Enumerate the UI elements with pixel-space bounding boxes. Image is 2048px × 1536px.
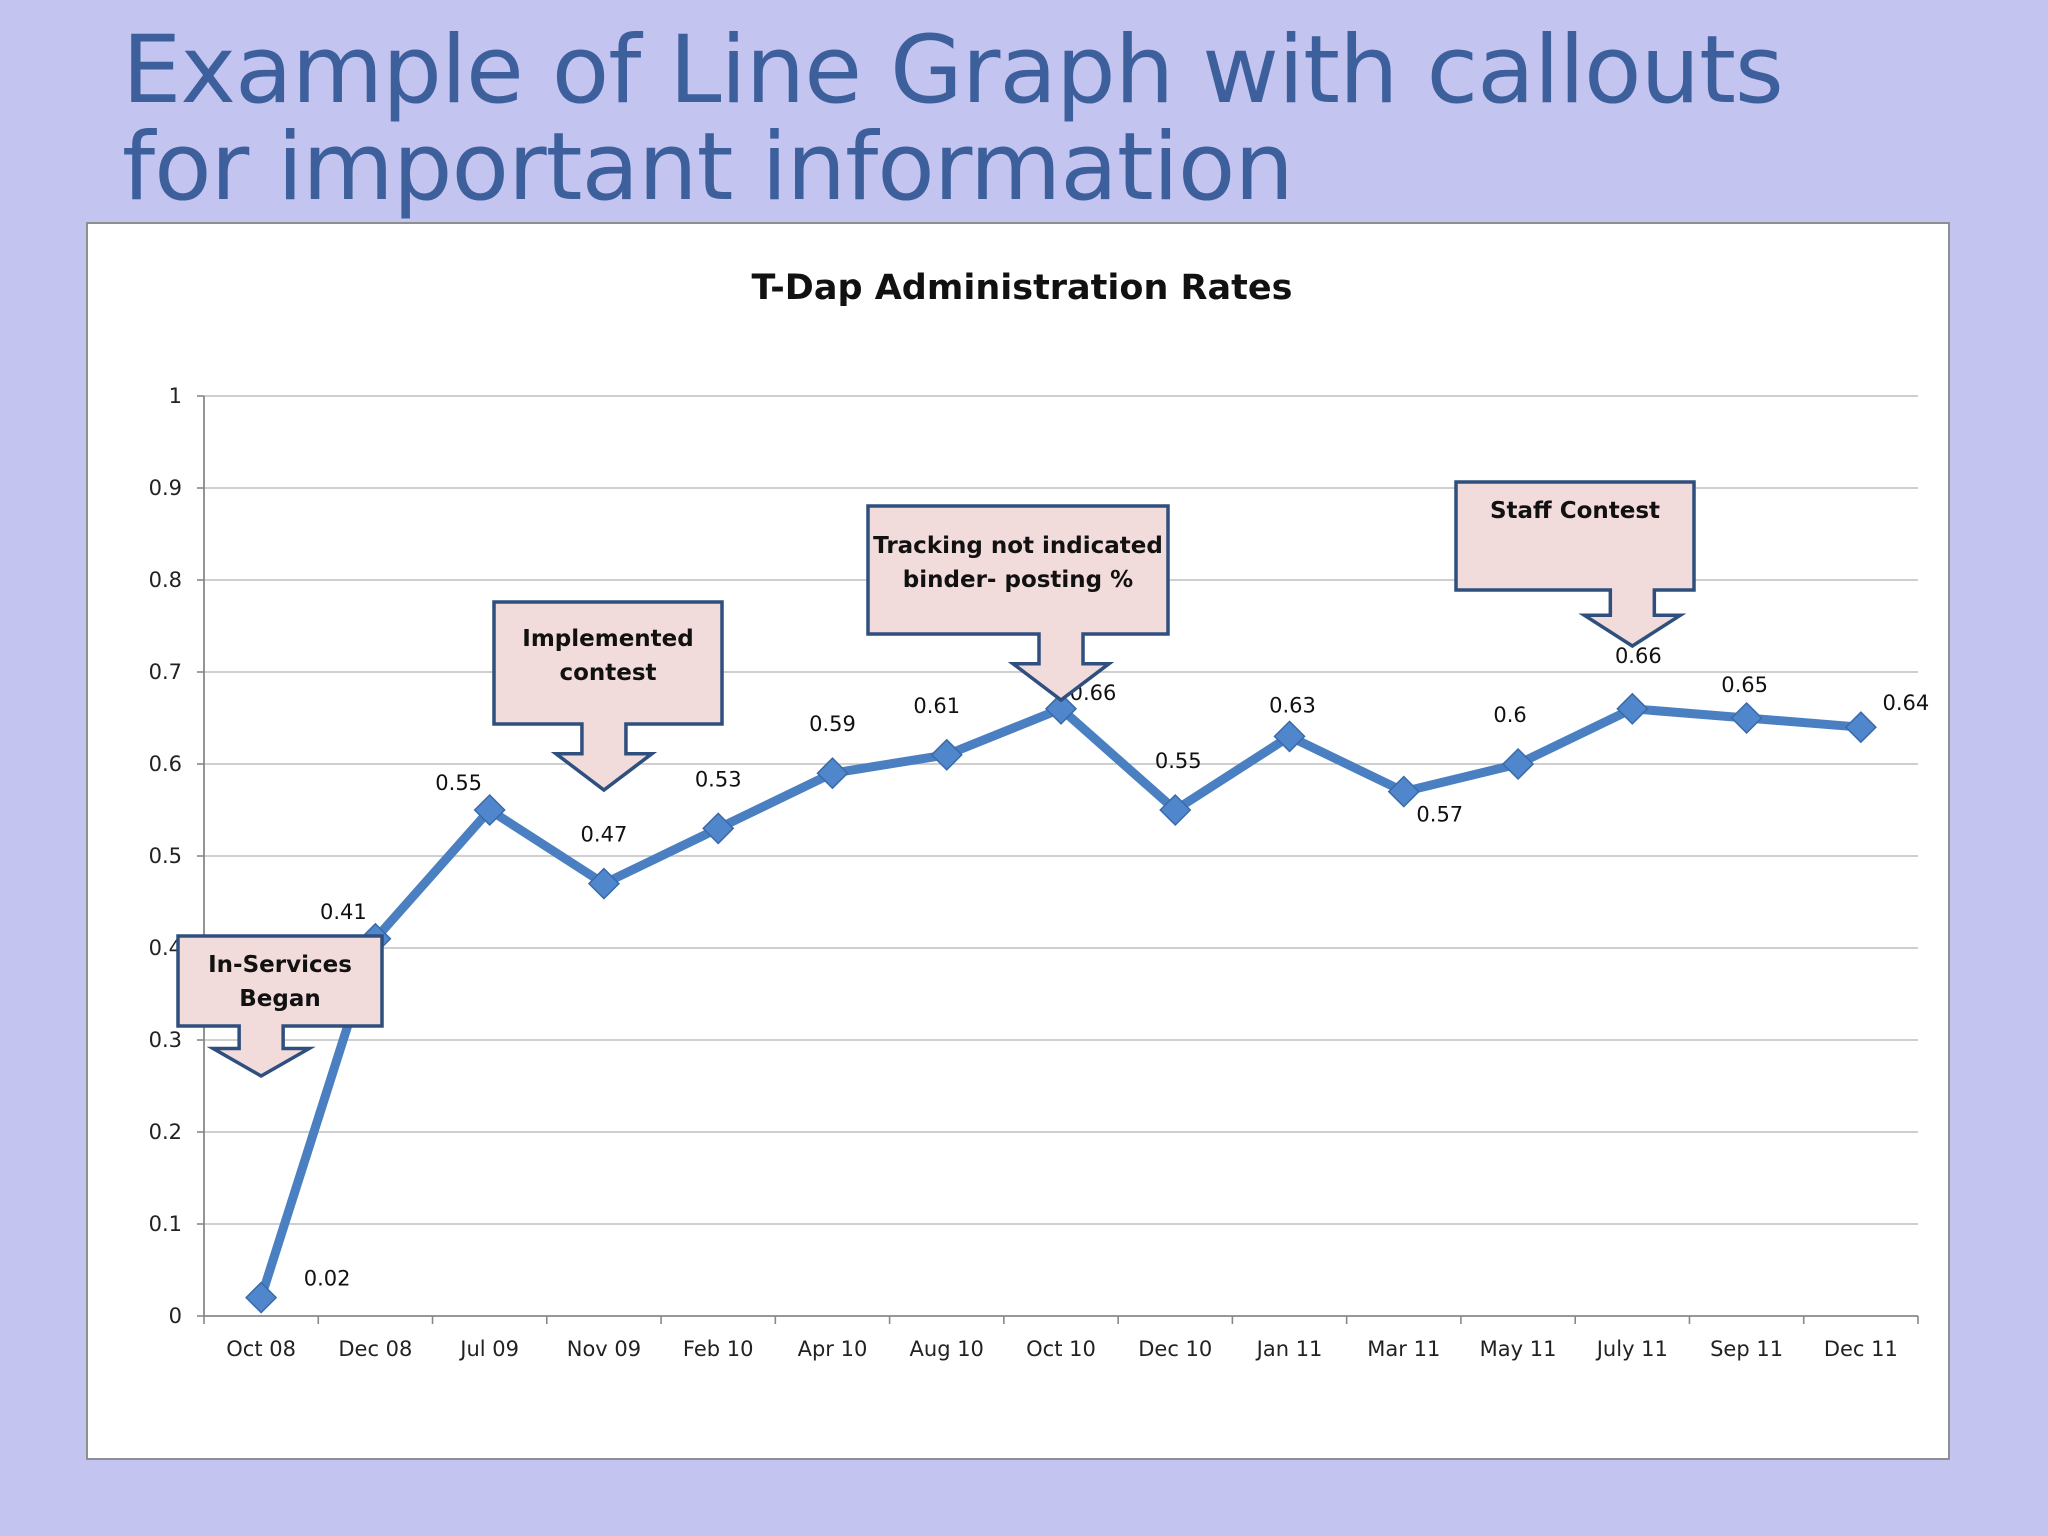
- y-tick-label: 0.9: [149, 476, 182, 500]
- callout-text: Implemented: [522, 626, 693, 652]
- data-point-marker: [1044, 692, 1078, 725]
- y-tick-label: 0.7: [149, 660, 182, 684]
- data-label: 0.63: [1269, 693, 1316, 717]
- line-chart: T-Dap Administration Rates 0 0.1 0.2 0.3 0.4…: [149, 268, 1930, 1361]
- data-label: 0.53: [695, 767, 742, 791]
- data-label: 0.02: [304, 1267, 351, 1291]
- series: [245, 692, 1877, 1314]
- data-label: 0.6: [1493, 703, 1526, 727]
- data-point-marker: [245, 1281, 278, 1314]
- data-point-marker: [816, 757, 849, 790]
- callout-text: binder- posting %: [903, 567, 1133, 593]
- data-point-marker: [1159, 793, 1192, 827]
- x-tick-label: Jan 11: [1255, 1337, 1323, 1361]
- data-label: 0.59: [809, 712, 856, 736]
- x-tick-label: Sep 11: [1710, 1337, 1783, 1361]
- data-point-marker: [1730, 701, 1763, 735]
- x-tick-label: Oct 08: [226, 1337, 296, 1361]
- y-tick-label: 1: [169, 384, 182, 408]
- data-point-marker: [930, 738, 963, 771]
- slide-title-line-2: for important information: [122, 113, 1294, 222]
- data-point-marker: [473, 793, 506, 827]
- x-tick-label: Mar 11: [1367, 1337, 1440, 1361]
- callouts: In-Services Began Implemented contest Tracki…: [176, 480, 1696, 1079]
- data-label: 0.61: [913, 694, 960, 718]
- x-tick-label: Dec 10: [1138, 1337, 1212, 1361]
- y-tick-label: 0.5: [149, 844, 182, 868]
- data-point-marker: [1273, 720, 1306, 753]
- data-point-marker: [1502, 747, 1535, 781]
- callout-box: [1454, 480, 1696, 649]
- slide-title: Example of Line Graph with callouts for …: [122, 22, 2002, 216]
- data-point-marker: [1616, 692, 1649, 725]
- callout-text: Tracking not indicated: [873, 533, 1163, 559]
- x-tick-label: Aug 10: [910, 1337, 984, 1361]
- x-tick-label: Dec 08: [338, 1337, 412, 1361]
- data-label: 0.47: [581, 823, 628, 847]
- y-tick-label: 0: [169, 1304, 182, 1328]
- callout: Implemented contest: [492, 600, 724, 793]
- slide-title-line-1: Example of Line Graph with callouts: [122, 16, 1784, 125]
- x-tick-label: Apr 10: [798, 1337, 868, 1361]
- callout-text: contest: [559, 660, 656, 686]
- y-tick-label: 0.6: [149, 752, 182, 776]
- data-label: 0.65: [1721, 673, 1768, 697]
- callout-box: [866, 504, 1170, 703]
- data-point-marker: [1387, 775, 1420, 808]
- data-label: 0.64: [1882, 691, 1929, 715]
- data-label: 0.57: [1416, 803, 1463, 827]
- callout-text: Began: [239, 986, 321, 1012]
- callout-box: [492, 600, 724, 793]
- callout: Tracking not indicated binder- posting %: [866, 504, 1170, 703]
- x-tick-label: Nov 09: [567, 1337, 641, 1361]
- callout: Staff Contest: [1454, 480, 1696, 649]
- x-tick-label: Feb 10: [683, 1337, 754, 1361]
- y-tick-label: 0.1: [149, 1212, 182, 1236]
- data-labels: 0.02 0.41 0.55 0.47 0.53 0.59 0.61 0.66 0.55 0.63…: [304, 644, 1929, 1291]
- data-point-marker: [1844, 711, 1877, 744]
- callout-text: Staff Contest: [1490, 498, 1660, 524]
- callout-text: In-Services: [208, 952, 352, 978]
- data-label: 0.55: [435, 771, 482, 795]
- callout-box: [176, 934, 384, 1079]
- chart-title: T-Dap Administration Rates: [752, 268, 1293, 308]
- x-tick-label: Oct 10: [1026, 1337, 1096, 1361]
- y-tick-label: 0.3: [149, 1028, 182, 1052]
- data-label: 0.55: [1155, 749, 1202, 773]
- y-tick-label: 0.2: [149, 1120, 182, 1144]
- chart-frame: T-Dap Administration Rates 0 0.1 0.2 0.3 0.4…: [86, 222, 1950, 1460]
- x-tick-label: July 11: [1595, 1337, 1668, 1361]
- y-tick-label: 0.8: [149, 568, 182, 592]
- callout: In-Services Began: [176, 934, 384, 1079]
- gridlines: [204, 395, 1918, 1225]
- data-label: 0.66: [1615, 644, 1662, 668]
- x-tick-label: May 11: [1480, 1337, 1557, 1361]
- series-line: [256, 704, 1866, 1303]
- data-label: 0.41: [320, 900, 367, 924]
- data-point-marker: [587, 867, 620, 900]
- x-tick-label: Dec 11: [1824, 1337, 1898, 1361]
- data-point-marker: [702, 812, 735, 845]
- x-tick-label: Jul 09: [458, 1337, 519, 1361]
